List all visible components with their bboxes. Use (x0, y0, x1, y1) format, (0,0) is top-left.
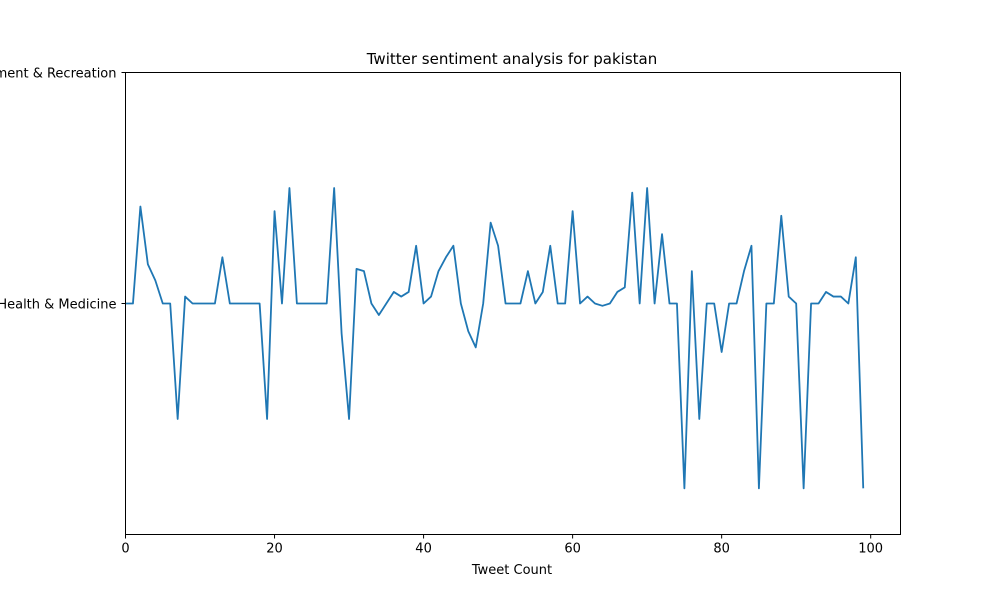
plot-area (125, 187, 865, 490)
x-axis: 0 20 40 60 80 100 (121, 534, 883, 557)
series-line-0 (125, 187, 865, 490)
x-axis-label: Tweet Count (471, 563, 552, 578)
x-tick-label: 60 (564, 542, 581, 557)
y-tick-label: Health & Medicine (0, 298, 117, 313)
x-tick-label: 80 (713, 542, 730, 557)
y-axis: Health & Medicine Entertainment & Recreat… (0, 67, 126, 313)
x-tick-label: 100 (858, 542, 883, 557)
y-tick-label: Entertainment & Recreation (0, 67, 117, 82)
x-tick-label: 40 (415, 542, 432, 557)
x-tick-label: 20 (266, 542, 283, 557)
x-tick-label: 0 (121, 542, 129, 557)
chart-title: Twitter sentiment analysis for pakistan (366, 50, 658, 68)
